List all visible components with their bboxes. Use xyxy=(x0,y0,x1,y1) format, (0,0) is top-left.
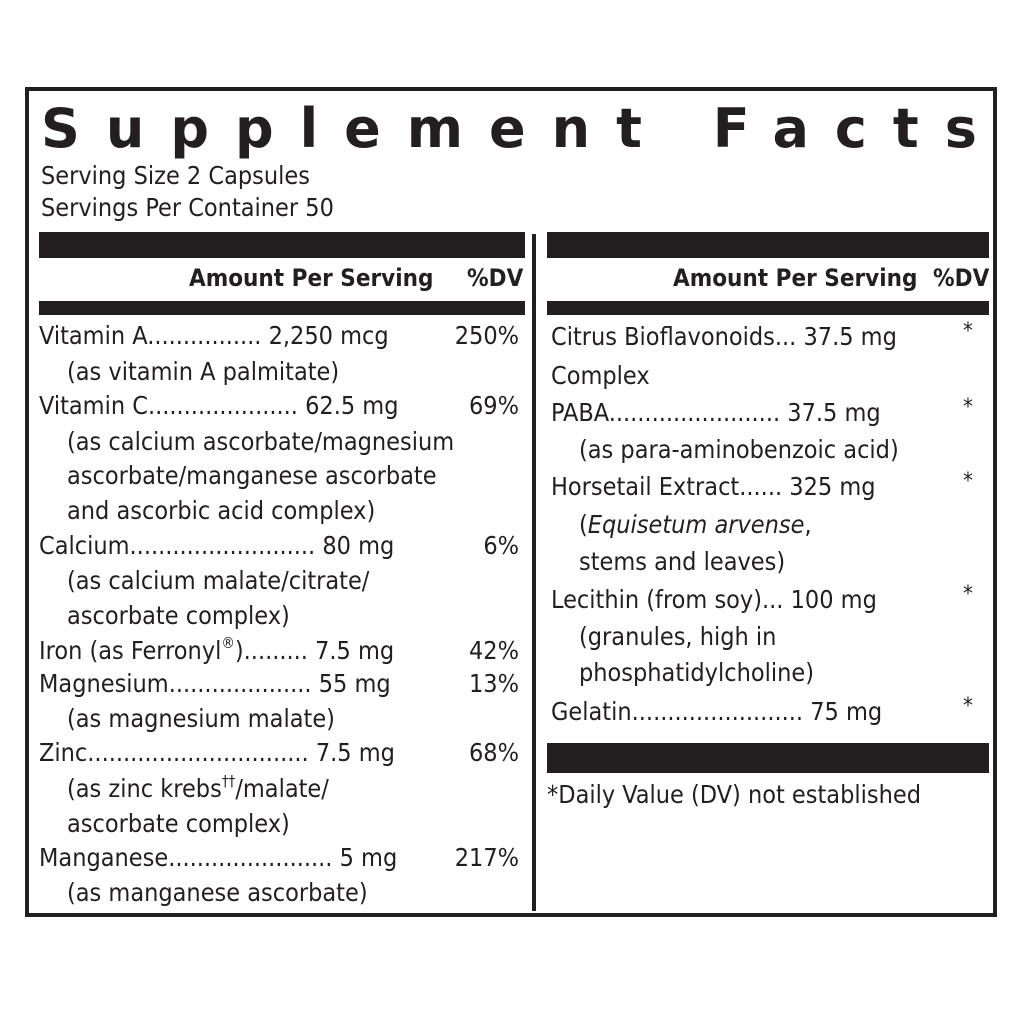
nutrient-note: Complex xyxy=(551,361,650,390)
footnote: *Daily Value (DV) not established xyxy=(547,780,921,809)
nutrient-row-citrus-bioflavonoids: Citrus Bioflavonoids... 37.5 mg xyxy=(551,322,897,352)
nutrient-note: stems and leaves) xyxy=(579,547,786,576)
right-dv-header: %DV xyxy=(933,264,990,292)
double-dagger: †† xyxy=(221,771,236,790)
nutrient-dv: 13% xyxy=(469,669,519,698)
nutrient-note: ascorbate complex) xyxy=(67,601,290,630)
leader-dots: ... xyxy=(762,585,784,614)
nutrient-dv: * xyxy=(963,319,973,344)
nutrient-note: (as magnesium malate) xyxy=(67,704,335,733)
nutrient-row-manganese: Manganese....................... 5 mg xyxy=(39,843,397,873)
nutrient-amount: 100 mg xyxy=(790,585,877,614)
serving-size: Serving Size 2 Capsules xyxy=(41,161,310,190)
nutrient-amount: 55 mg xyxy=(318,669,391,698)
nutrient-dv: 217% xyxy=(454,843,519,872)
nutrient-note: (as calcium malate/citrate/ xyxy=(67,566,370,595)
nutrient-amount: 37.5 mg xyxy=(803,322,897,351)
leader-dots: ..................... xyxy=(147,391,298,420)
nutrient-name: Gelatin xyxy=(551,697,632,726)
nutrient-name: Vitamin C xyxy=(39,391,148,420)
nutrient-note: (as calcium ascorbate/magnesium xyxy=(67,427,455,456)
leader-dots: ....................... xyxy=(168,843,333,872)
leader-dots: ................ xyxy=(147,321,262,350)
nutrient-dv: * xyxy=(963,395,973,420)
supplement-facts-panel: Supplement Facts Serving Size 2 Capsules… xyxy=(25,87,997,917)
nutrient-dv: * xyxy=(963,694,973,719)
nutrient-row-paba: PABA........................ 37.5 mg xyxy=(551,398,881,428)
left-mid-bar xyxy=(39,301,525,315)
nutrient-dv: * xyxy=(963,469,973,494)
right-bottom-bar xyxy=(547,743,989,773)
nutrient-row-gelatin: Gelatin........................ 75 mg xyxy=(551,697,882,727)
nutrient-name: Citrus Bioflavonoids xyxy=(551,322,775,351)
botanical-name: Equisetum arvense xyxy=(587,510,805,539)
nutrient-amount: 2,250 mcg xyxy=(268,321,389,350)
nutrient-row-zinc: Zinc............................... 7.5 … xyxy=(39,738,395,768)
nutrient-note: (as manganese ascorbate) xyxy=(67,878,368,907)
nutrient-name: Horsetail Extract xyxy=(551,472,740,501)
nutrient-row-calcium: Calcium.......................... 80 mg xyxy=(39,531,394,561)
nutrient-name: Iron (as Ferronyl xyxy=(39,636,222,665)
nutrient-note: (as vitamin A palmitate) xyxy=(67,357,340,386)
nutrient-dv: 6% xyxy=(483,531,519,560)
leader-dots: ...... xyxy=(739,472,783,501)
nutrient-note: (as zinc krebs††/malate/ xyxy=(67,771,329,803)
servings-per-container: Servings Per Container 50 xyxy=(41,193,334,222)
column-divider xyxy=(532,234,536,911)
leader-dots: .......................... xyxy=(129,531,316,560)
leader-dots: ............................... xyxy=(87,738,309,767)
right-amount-header: Amount Per Serving xyxy=(673,264,918,292)
nutrient-amount: 62.5 mg xyxy=(305,391,399,420)
nutrient-dv: 42% xyxy=(469,636,519,665)
nutrient-note: and ascorbic acid complex) xyxy=(67,496,376,525)
nutrient-dv: * xyxy=(963,582,973,607)
nutrient-note: ascorbate complex) xyxy=(67,809,290,838)
nutrient-row-horsetail-extract: Horsetail Extract...... 325 mg xyxy=(551,472,876,502)
nutrient-name: Lecithin (from soy) xyxy=(551,585,763,614)
nutrient-name: Magnesium xyxy=(39,669,169,698)
leader-dots: ......... xyxy=(243,636,308,665)
nutrient-amount: 7.5 mg xyxy=(315,636,395,665)
nutrient-name: Zinc xyxy=(39,738,88,767)
nutrient-row-magnesium: Magnesium.................... 55 mg xyxy=(39,669,391,699)
nutrient-amount: 5 mg xyxy=(339,843,398,872)
nutrient-row-vitamin-a: Vitamin A................ 2,250 mcg xyxy=(39,321,389,351)
nutrient-amount: 75 mg xyxy=(810,697,883,726)
nutrient-name-tail: ) xyxy=(234,636,244,665)
nutrient-row-vitamin-c: Vitamin C..................... 62.5 mg xyxy=(39,391,398,421)
leader-dots: .................... xyxy=(168,669,312,698)
nutrient-note: phosphatidylcholine) xyxy=(579,658,814,687)
nutrient-name: Manganese xyxy=(39,843,169,872)
right-mid-bar xyxy=(547,301,989,315)
nutrient-amount: 7.5 mg xyxy=(315,738,395,767)
left-dv-header: %DV xyxy=(467,264,524,292)
left-amount-header: Amount Per Serving xyxy=(189,264,434,292)
registered-mark: ® xyxy=(221,633,235,652)
nutrient-note: ascorbate/manganese ascorbate xyxy=(67,461,437,490)
nutrient-dv: 68% xyxy=(469,738,519,767)
nutrient-name: PABA xyxy=(551,398,609,427)
nutrient-name: Calcium xyxy=(39,531,130,560)
leader-dots: ... xyxy=(774,322,797,351)
right-top-bar xyxy=(547,232,989,258)
nutrient-amount: 325 mg xyxy=(789,472,876,501)
nutrient-note: (as para-aminobenzoic acid) xyxy=(579,435,899,464)
nutrient-amount: 37.5 mg xyxy=(787,398,881,427)
leader-dots: ........................ xyxy=(631,697,804,726)
nutrient-dv: 69% xyxy=(469,391,519,420)
left-top-bar xyxy=(39,232,525,258)
leader-dots: ........................ xyxy=(608,398,781,427)
panel-title: Supplement Facts xyxy=(41,97,1003,160)
nutrient-amount: 80 mg xyxy=(322,531,395,560)
nutrient-note: (Equisetum arvense, xyxy=(579,510,812,539)
nutrient-row-iron: Iron (as Ferronyl®)......... 7.5 mg xyxy=(39,633,395,666)
nutrient-dv: 250% xyxy=(454,321,519,350)
nutrient-row-lecithin: Lecithin (from soy)... 100 mg xyxy=(551,585,877,615)
nutrient-name: Vitamin A xyxy=(39,321,148,350)
nutrient-note: (granules, high in xyxy=(579,622,777,651)
